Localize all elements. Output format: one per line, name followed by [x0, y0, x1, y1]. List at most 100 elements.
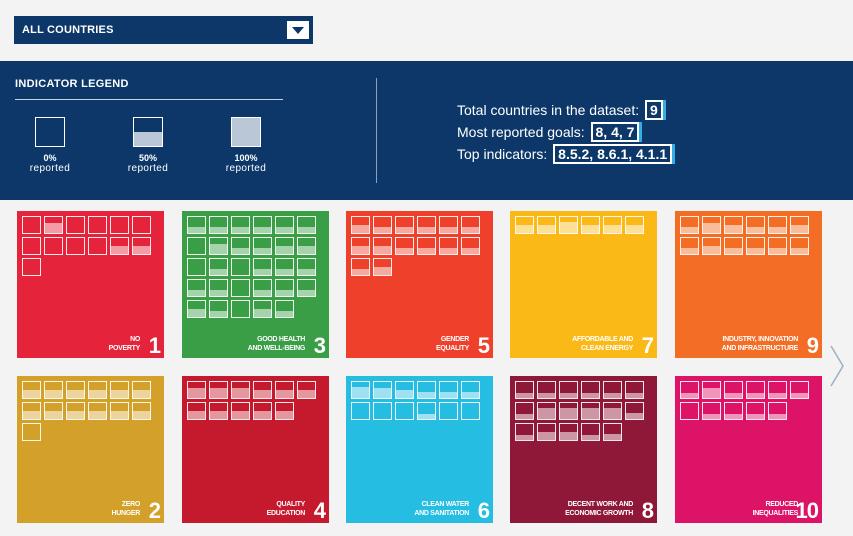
indicator-cell[interactable] [209, 216, 228, 234]
indicator-cell[interactable] [22, 237, 41, 255]
indicator-cell[interactable] [724, 402, 743, 420]
indicator-cell[interactable] [44, 381, 63, 399]
indicator-cell[interactable] [22, 402, 41, 420]
indicator-cell[interactable] [515, 423, 534, 441]
indicator-cell[interactable] [275, 279, 294, 297]
indicator-cell[interactable] [768, 402, 787, 420]
goal-tile-2[interactable]: Zero hunger 2 [17, 376, 164, 523]
indicator-cell[interactable] [253, 279, 272, 297]
indicator-cell[interactable] [351, 381, 370, 399]
indicator-cell[interactable] [603, 381, 622, 399]
indicator-cell[interactable] [537, 381, 556, 399]
indicator-cell[interactable] [297, 216, 316, 234]
indicator-cell[interactable] [110, 237, 129, 255]
indicator-cell[interactable] [275, 300, 294, 318]
goal-tile-9[interactable]: Industry, innovation and infrastructure 9 [675, 211, 822, 358]
indicator-cell[interactable] [559, 216, 578, 234]
indicator-cell[interactable] [187, 279, 206, 297]
indicator-cell[interactable] [22, 258, 41, 276]
indicator-cell[interactable] [702, 237, 721, 255]
indicator-cell[interactable] [768, 237, 787, 255]
chevron-down-icon[interactable] [287, 21, 309, 39]
indicator-cell[interactable] [231, 216, 250, 234]
indicator-cell[interactable] [417, 381, 436, 399]
indicator-cell[interactable] [132, 402, 151, 420]
indicator-cell[interactable] [187, 237, 206, 255]
goal-tile-8[interactable]: Decent work and economic growth 8 [510, 376, 657, 523]
indicator-cell[interactable] [44, 216, 63, 234]
indicator-cell[interactable] [88, 402, 107, 420]
indicator-cell[interactable] [680, 216, 699, 234]
indicator-cell[interactable] [110, 216, 129, 234]
goal-tile-4[interactable]: Quality education 4 [182, 376, 329, 523]
country-select-dropdown[interactable]: ALL COUNTRIES [14, 16, 313, 44]
indicator-cell[interactable] [187, 258, 206, 276]
indicator-cell[interactable] [373, 216, 392, 234]
indicator-cell[interactable] [439, 216, 458, 234]
indicator-cell[interactable] [187, 300, 206, 318]
indicator-cell[interactable] [209, 279, 228, 297]
indicator-cell[interactable] [373, 237, 392, 255]
indicator-cell[interactable] [373, 381, 392, 399]
indicator-cell[interactable] [581, 402, 600, 420]
indicator-cell[interactable] [537, 423, 556, 441]
indicator-cell[interactable] [66, 237, 85, 255]
indicator-cell[interactable] [768, 216, 787, 234]
indicator-cell[interactable] [581, 423, 600, 441]
indicator-cell[interactable] [44, 402, 63, 420]
indicator-cell[interactable] [724, 381, 743, 399]
indicator-cell[interactable] [253, 402, 272, 420]
indicator-cell[interactable] [768, 381, 787, 399]
indicator-cell[interactable] [515, 216, 534, 234]
indicator-cell[interactable] [132, 216, 151, 234]
indicator-cell[interactable] [537, 216, 556, 234]
indicator-cell[interactable] [417, 402, 436, 420]
indicator-cell[interactable] [351, 258, 370, 276]
indicator-cell[interactable] [702, 216, 721, 234]
indicator-cell[interactable] [231, 279, 250, 297]
indicator-cell[interactable] [231, 381, 250, 399]
indicator-cell[interactable] [351, 237, 370, 255]
indicator-cell[interactable] [231, 237, 250, 255]
indicator-cell[interactable] [132, 237, 151, 255]
indicator-cell[interactable] [209, 258, 228, 276]
indicator-cell[interactable] [275, 258, 294, 276]
indicator-cell[interactable] [66, 402, 85, 420]
indicator-cell[interactable] [537, 402, 556, 420]
indicator-cell[interactable] [253, 216, 272, 234]
indicator-cell[interactable] [461, 216, 480, 234]
indicator-cell[interactable] [22, 216, 41, 234]
indicator-cell[interactable] [275, 216, 294, 234]
indicator-cell[interactable] [461, 237, 480, 255]
indicator-cell[interactable] [439, 381, 458, 399]
indicator-cell[interactable] [746, 402, 765, 420]
indicator-cell[interactable] [680, 402, 699, 420]
indicator-cell[interactable] [439, 402, 458, 420]
goal-tile-3[interactable]: Good health and well-being 3 [182, 211, 329, 358]
indicator-cell[interactable] [231, 258, 250, 276]
indicator-cell[interactable] [515, 381, 534, 399]
indicator-cell[interactable] [603, 423, 622, 441]
indicator-cell[interactable] [253, 237, 272, 255]
indicator-cell[interactable] [724, 237, 743, 255]
indicator-cell[interactable] [373, 258, 392, 276]
indicator-cell[interactable] [395, 216, 414, 234]
indicator-cell[interactable] [275, 381, 294, 399]
indicator-cell[interactable] [275, 402, 294, 420]
indicator-cell[interactable] [351, 216, 370, 234]
indicator-cell[interactable] [439, 237, 458, 255]
indicator-cell[interactable] [417, 237, 436, 255]
indicator-cell[interactable] [625, 216, 644, 234]
indicator-cell[interactable] [702, 402, 721, 420]
indicator-cell[interactable] [559, 402, 578, 420]
indicator-cell[interactable] [253, 258, 272, 276]
indicator-cell[interactable] [22, 381, 41, 399]
indicator-cell[interactable] [680, 237, 699, 255]
indicator-cell[interactable] [209, 300, 228, 318]
indicator-cell[interactable] [746, 237, 765, 255]
indicator-cell[interactable] [297, 237, 316, 255]
indicator-cell[interactable] [724, 216, 743, 234]
goal-tile-10[interactable]: Reduced inequalities 10 [675, 376, 822, 523]
indicator-cell[interactable] [66, 216, 85, 234]
indicator-cell[interactable] [132, 381, 151, 399]
